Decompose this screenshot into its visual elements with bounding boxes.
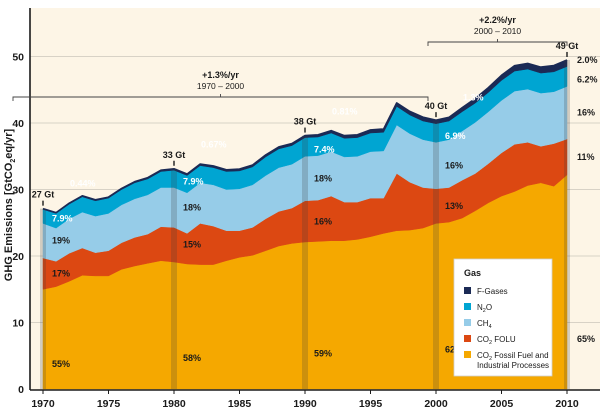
share-label-fgas-1970: 0.44% bbox=[70, 179, 96, 189]
share-label-co2ff-1980: 58% bbox=[183, 353, 201, 363]
legend-swatch-4 bbox=[464, 351, 471, 358]
year-bar-2000 bbox=[433, 120, 439, 389]
share-label-co2folu-2010: 11% bbox=[577, 152, 595, 162]
x-tick-label-2010: 2010 bbox=[555, 398, 579, 410]
share-label-n2o-2000: 6.9% bbox=[445, 131, 466, 141]
share-label-co2ff-1990: 59% bbox=[314, 349, 332, 359]
y-tick-label-0: 0 bbox=[18, 384, 24, 396]
total-label-1990: 38 Gt bbox=[294, 117, 317, 127]
legend-label-3: CO2 FOLU bbox=[477, 335, 516, 346]
share-label-fgas-2010: 2.0% bbox=[577, 55, 598, 65]
growth-bracket-0 bbox=[12, 94, 429, 101]
share-label-co2folu-1970: 17% bbox=[52, 269, 70, 279]
y-tick-label-30: 30 bbox=[12, 185, 24, 197]
share-label-ch4-1980: 18% bbox=[183, 202, 201, 212]
growth-period-1: 2000 – 2010 bbox=[474, 26, 522, 36]
y-axis-label: GHG Emissions [GtCO2eq/yr] bbox=[3, 128, 17, 281]
legend: Gas F-Gases N2O CH4 CO2 FOLU CO2 Fossil Fuel … bbox=[453, 258, 553, 377]
legend-label-0: F-Gases bbox=[477, 287, 508, 296]
legend-label-2: CH4 bbox=[477, 319, 492, 330]
legend-swatch-3 bbox=[464, 335, 471, 342]
x-tick-label-2000: 2000 bbox=[424, 398, 448, 410]
axes: 0 10 20 30 40 50 1970 1975 1980 1985 1990 1995 2000 2… bbox=[12, 8, 600, 410]
year-bar-1970 bbox=[40, 208, 46, 389]
x-tick-label-2005: 2005 bbox=[490, 398, 514, 410]
year-marker-bars bbox=[40, 59, 570, 389]
legend-swatch-1 bbox=[464, 303, 471, 310]
growth-rate-1: +2.2%/yr bbox=[479, 15, 516, 25]
share-label-n2o-1990: 7.4% bbox=[314, 145, 335, 155]
share-label-ch4-1970: 19% bbox=[52, 236, 70, 246]
y-tick-label-10: 10 bbox=[12, 318, 24, 330]
share-label-fgas-2000: 1.3% bbox=[463, 93, 484, 103]
x-tick-label-1995: 1995 bbox=[359, 398, 383, 410]
legend-label-4: CO2 Fossil Fuel and bbox=[477, 351, 549, 362]
y-tick-label-50: 50 bbox=[12, 52, 24, 64]
total-label-2000: 40 Gt bbox=[425, 101, 448, 111]
share-label-co2ff-1970: 55% bbox=[52, 359, 70, 369]
year-bar-1990 bbox=[302, 135, 308, 389]
x-tick-label-1985: 1985 bbox=[228, 398, 252, 410]
share-label-fgas-1990: 0.81% bbox=[332, 107, 358, 117]
stacked-areas bbox=[42, 59, 568, 390]
y-tick-label-20: 20 bbox=[12, 251, 24, 263]
year-bar-2010 bbox=[564, 59, 570, 389]
y-tick-label-40: 40 bbox=[12, 118, 24, 130]
growth-period-0: 1970 – 2000 bbox=[197, 81, 245, 91]
legend-swatch-2 bbox=[464, 319, 471, 326]
x-tick-label-1975: 1975 bbox=[97, 398, 121, 410]
share-label-fgas-1980: 0.67% bbox=[201, 139, 227, 149]
total-label-1970: 27 Gt bbox=[32, 190, 55, 200]
growth-bracket-1 bbox=[427, 39, 568, 46]
share-label-co2folu-2000: 13% bbox=[445, 201, 463, 211]
share-label-co2folu-1990: 16% bbox=[314, 216, 332, 226]
x-tick-label-1970: 1970 bbox=[31, 398, 55, 410]
growth-rate-0: +1.3%/yr bbox=[202, 70, 239, 80]
legend-label-4-line2: Industrial Processes bbox=[477, 361, 549, 370]
x-tick-label-1980: 1980 bbox=[162, 398, 186, 410]
share-label-n2o-1980: 7.9% bbox=[183, 176, 204, 186]
share-label-n2o-1970: 7.9% bbox=[52, 214, 73, 224]
x-tick-label-1990: 1990 bbox=[293, 398, 317, 410]
total-label-1980: 33 Gt bbox=[163, 150, 186, 160]
legend-swatch-0 bbox=[464, 287, 471, 294]
legend-title: Gas bbox=[464, 268, 481, 278]
share-label-co2ff-2010: 65% bbox=[577, 334, 595, 344]
total-outline bbox=[42, 59, 568, 214]
share-label-ch4-2000: 16% bbox=[445, 161, 463, 171]
legend-label-1: N2O bbox=[477, 303, 492, 314]
share-label-ch4-1990: 18% bbox=[314, 174, 332, 184]
share-label-co2folu-1980: 15% bbox=[183, 240, 201, 250]
share-label-n2o-2010: 6.2% bbox=[577, 74, 598, 84]
year-bar-1980 bbox=[171, 168, 177, 389]
share-label-ch4-2010: 16% bbox=[577, 108, 595, 118]
